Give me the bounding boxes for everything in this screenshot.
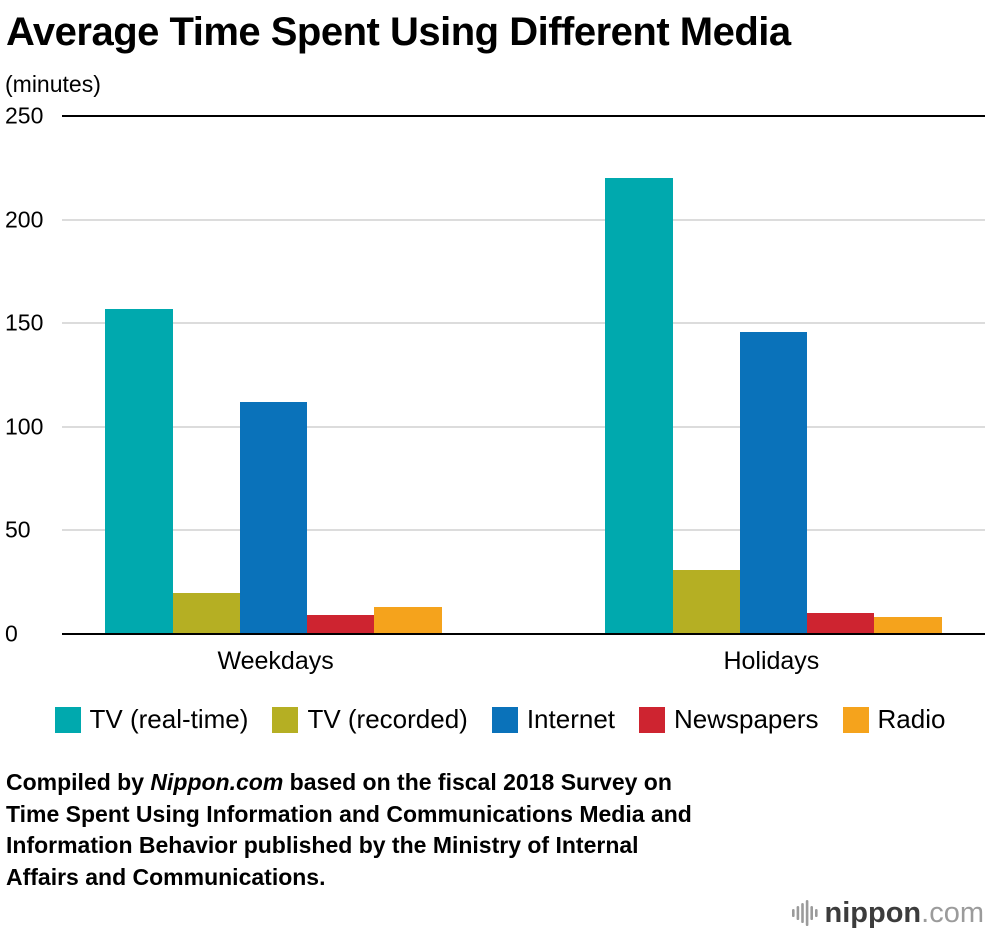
nippon-logo-tld: .com [921,896,984,929]
legend-swatch-tv-recorded [272,706,299,733]
legend-swatch-tv-real-time [54,706,81,733]
legend-item-newspapers: Newspapers [639,704,819,735]
y-tick-label-0: 0 [5,620,18,647]
bar-tv-recorded-holidays [672,569,740,634]
bar-internet-holidays [739,331,808,634]
legend-swatch-radio [842,706,869,733]
x-axis-labels: Weekdays Holidays [62,642,985,676]
x-axis-label-holidays: Holidays [723,647,820,675]
x-axis-label-weekdays: Weekdays [217,647,334,675]
caption-line3: Information Behavior published by the Mi… [6,832,639,858]
nippon-logo-name: nippon [824,896,922,929]
caption-line1-prefix: Compiled by [6,769,151,795]
y-tick-label-150: 150 [5,309,44,336]
bar-radio-holidays [874,617,942,634]
legend-label-radio: Radio [877,704,946,734]
y-axis-units-label: (minutes) [5,71,101,97]
y-tick-label-200: 200 [5,206,44,233]
bar-group-holidays [605,116,942,634]
chart-title: Average Time Spent Using Different Media [6,10,791,54]
gridline-50 [62,529,985,531]
bar-chart: 0 50 100 150 200 250 Weekdays Holidays [0,104,1000,676]
caption-line2: Time Spent Using Information and Communi… [6,800,692,827]
legend-item-tv-real-time: TV (real-time) [54,704,249,735]
bar-tv-recorded-weekdays [172,592,240,634]
legend-item-tv-recorded: TV (recorded) [272,704,468,735]
bar-internet-weekdays [239,401,308,634]
gridline-0 [62,633,985,635]
source-caption: Compiled by Nippon.com based on the fisc… [6,767,1000,893]
nippon-logo-mark-icon [791,900,818,926]
legend-item-internet: Internet [491,704,615,735]
caption-line1-rest: based on the fiscal 2018 Survey on [283,769,672,795]
bar-newspapers-holidays [807,613,875,634]
y-tick-label-250: 250 [5,102,44,129]
y-tick-label-50: 50 [5,516,31,543]
legend-label-newspapers: Newspapers [674,704,819,734]
bar-tv-real-time-holidays [605,178,673,634]
gridline-100 [62,426,985,428]
legend-swatch-newspapers [639,706,665,733]
legend-label-tv-recorded: TV (recorded) [307,704,468,734]
caption-line4: Affairs and Communications. [6,863,326,890]
legend: TV (real-time) TV (recorded) Internet Newsp… [0,704,1000,735]
nippon-com-logo[interactable]: nippon.com [791,896,984,929]
bar-radio-weekdays [374,607,442,634]
caption-nippon-italic: Nippon.com [150,769,284,795]
legend-item-radio: Radio [842,704,946,735]
gridline-200 [62,219,985,221]
legend-swatch-internet [491,706,518,733]
bar-tv-real-time-weekdays [105,308,173,634]
y-axis: 0 50 100 150 200 250 [5,104,59,645]
gridline-150 [62,322,985,324]
gridline-250 [62,115,985,117]
y-tick-label-100: 100 [5,413,44,440]
legend-label-internet: Internet [526,704,615,734]
bar-group-weekdays [105,116,442,634]
bar-groups [62,116,985,634]
bar-newspapers-weekdays [307,615,375,634]
legend-label-tv-real-time: TV (real-time) [89,704,249,734]
nippon-logo-text: nippon.com [824,896,984,929]
plot-area [62,115,985,635]
